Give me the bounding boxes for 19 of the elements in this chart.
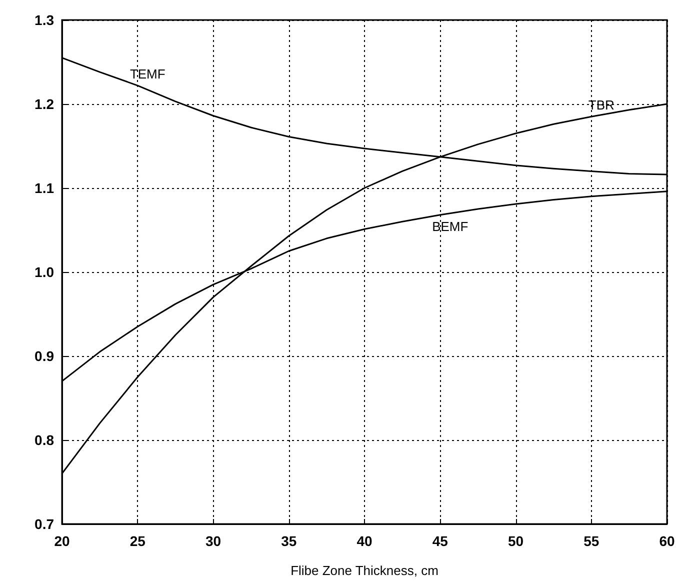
x-tick-label: 50 bbox=[508, 533, 524, 549]
x-tick-label: 60 bbox=[659, 533, 675, 549]
y-tick-label: 1.1 bbox=[34, 180, 54, 196]
series-label: TEMF bbox=[130, 66, 166, 82]
y-tick-label: 1.2 bbox=[34, 96, 54, 112]
x-tick-label: 20 bbox=[54, 533, 70, 549]
x-tick-label: 25 bbox=[130, 533, 146, 549]
y-tick-label: 0.9 bbox=[34, 348, 54, 364]
x-tick-label: 55 bbox=[584, 533, 600, 549]
x-tick-label: 40 bbox=[356, 533, 372, 549]
x-axis-title: Flibe Zone Thickness, cm bbox=[290, 563, 438, 578]
x-tick-label: 45 bbox=[432, 533, 448, 549]
y-tick-label: 1.3 bbox=[34, 12, 54, 28]
y-tick-label: 1.0 bbox=[34, 264, 54, 280]
y-tick-label: 0.8 bbox=[34, 432, 54, 448]
y-tick-label: 0.7 bbox=[34, 516, 54, 532]
series-label: BEMF bbox=[432, 218, 468, 234]
x-tick-label: 30 bbox=[205, 533, 222, 549]
x-tick-label: 35 bbox=[281, 533, 297, 549]
